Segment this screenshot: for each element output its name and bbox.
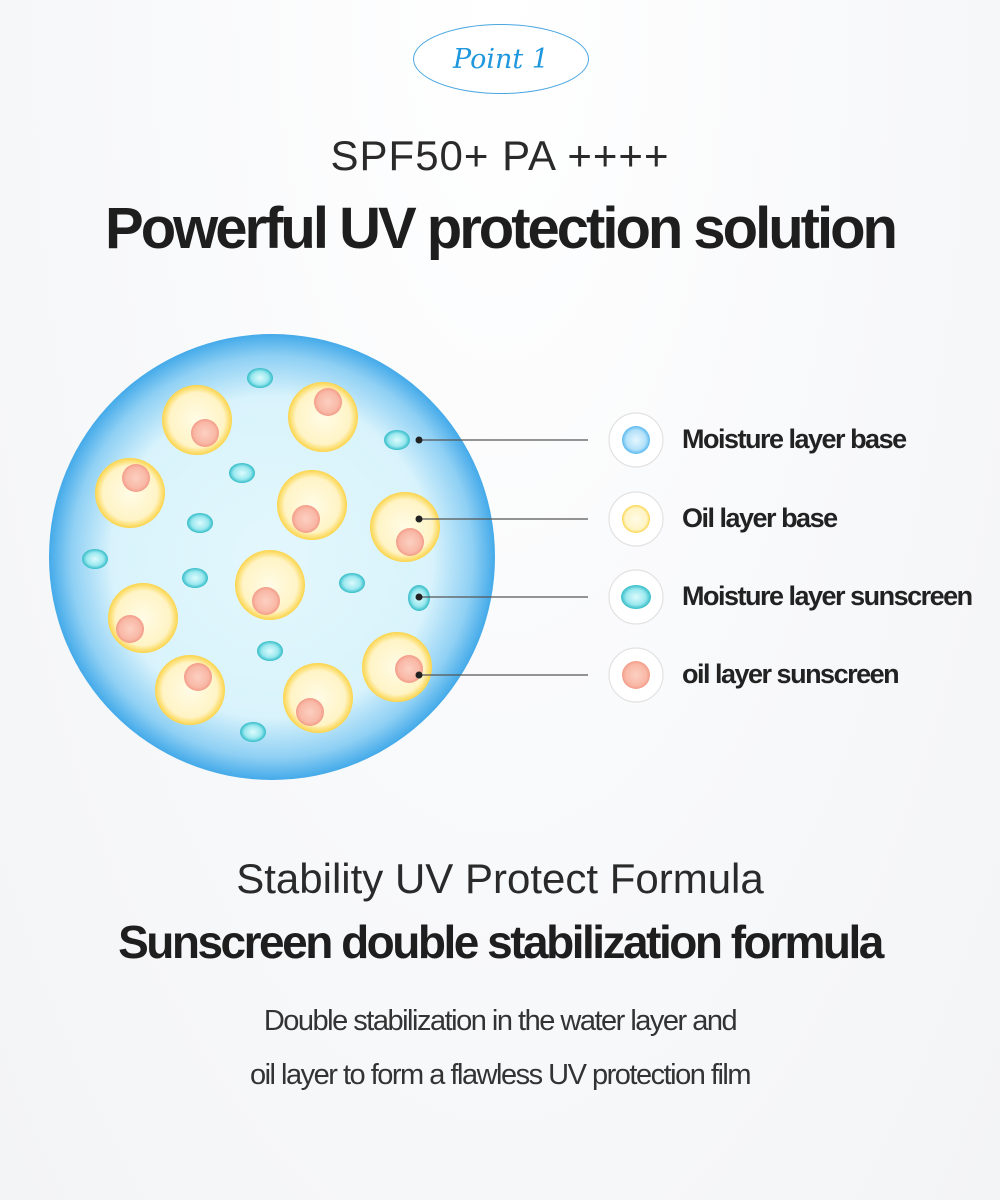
formula-subtitle: Stability UV Protect Formula (236, 855, 764, 902)
description-line-2: oil layer to form a flawless UV protecti… (249, 1059, 752, 1091)
moisture-sunscreen-particle (339, 573, 365, 593)
moisture-sunscreen-particle (187, 513, 213, 533)
moisture-sunscreen-particle (182, 568, 208, 588)
oil-sunscreen-particle (396, 528, 424, 556)
oil-sunscreen-particle (296, 698, 324, 726)
oil-droplet (155, 655, 225, 725)
oil-sunscreen-particle (116, 615, 144, 643)
oil-sunscreen-particle (292, 505, 320, 533)
oil-sunscreen-particle (122, 464, 150, 492)
oil-sunscreen-particle (191, 419, 219, 447)
description-line-1: Double stabilization in the water layer … (263, 1005, 738, 1037)
moisture-sunscreen-particle (82, 549, 108, 569)
moisture-sunscreen-particle (257, 641, 283, 661)
legend-label-moisture-sunscreen: Moisture layer sunscreen (682, 581, 973, 611)
oil-sunscreen-particle (252, 587, 280, 615)
leader-dot (415, 593, 423, 601)
moisture-base-icon (608, 412, 664, 468)
oil-sunscreen-particle (184, 663, 212, 691)
oil-sunscreen-icon (608, 647, 664, 703)
oil-droplet (108, 583, 178, 653)
point-label: Point 1 (453, 43, 549, 75)
oil-base-icon (608, 491, 664, 547)
legend-label-oil-sunscreen: oil layer sunscreen (682, 659, 900, 689)
point-badge: Point 1 (413, 24, 589, 94)
oil-droplet (162, 385, 232, 455)
legend-label-moisture-base: Moisture layer base (682, 424, 907, 454)
moisture-sunscreen-particle (247, 368, 273, 388)
spf-rating: SPF50+ PA ++++ (330, 132, 670, 179)
leader-dot (415, 436, 423, 444)
moisture-sunscreen-icon (608, 569, 664, 625)
oil-sunscreen-particle (314, 388, 342, 416)
moisture-sunscreen-particle (229, 463, 255, 483)
legend-label-oil-base: Oil layer base (682, 503, 838, 533)
oil-sunscreen-particle (395, 655, 423, 683)
moisture-sunscreen-particle (240, 722, 266, 742)
leader-dot (415, 515, 423, 523)
page-title: Powerful UV protection solution (105, 196, 898, 261)
formula-title: Sunscreen double stabilization formula (118, 916, 884, 968)
moisture-sunscreen-particle (384, 430, 410, 450)
emulsion-diagram (49, 334, 664, 780)
leader-dot (415, 671, 423, 679)
